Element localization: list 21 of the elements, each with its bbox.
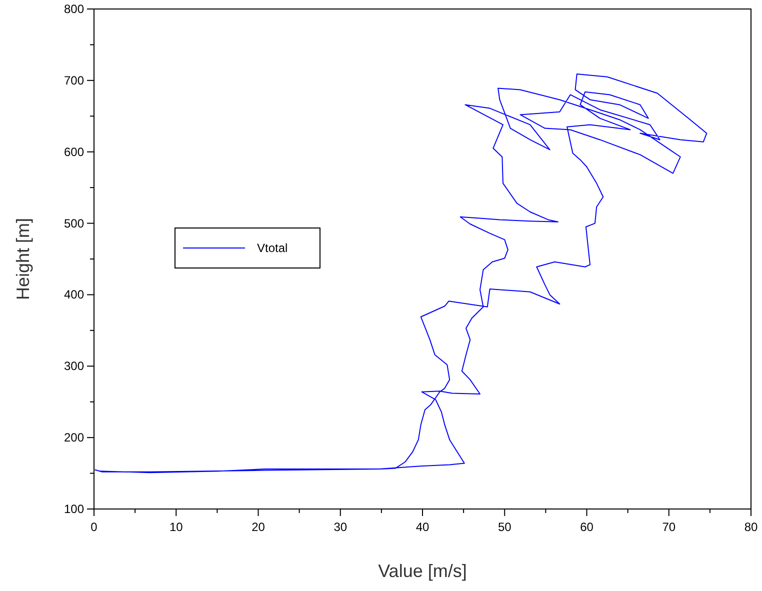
line-series (94, 74, 708, 474)
x-tick-label: 40 (416, 520, 430, 534)
y-tick-label: 700 (64, 73, 84, 88)
y-tick-label: 800 (64, 2, 84, 16)
y-axis-title: Height [m] (13, 218, 33, 300)
y-tick-label: 400 (64, 288, 84, 302)
y-tick-label: 200 (64, 430, 84, 445)
y-tick-label: 500 (64, 216, 84, 230)
x-tick-label: 50 (498, 520, 512, 534)
y-tick-label: 100 (64, 502, 84, 516)
x-tick-label: 0 (90, 520, 98, 534)
text: Vtotal (257, 241, 288, 255)
x-tick-label: 30 (334, 520, 348, 534)
x-tick-label: 60 (580, 520, 594, 534)
x-tick-label: 70 (662, 520, 676, 534)
x-tick-label: 20 (252, 520, 266, 534)
x-axis-title: Value [m/s] (378, 561, 467, 581)
y-tick-label: 300 (64, 359, 84, 374)
x-tick-label: 80 (744, 520, 758, 534)
x-tick-label: 10 (169, 520, 184, 534)
y-tick-label: 600 (64, 144, 84, 159)
